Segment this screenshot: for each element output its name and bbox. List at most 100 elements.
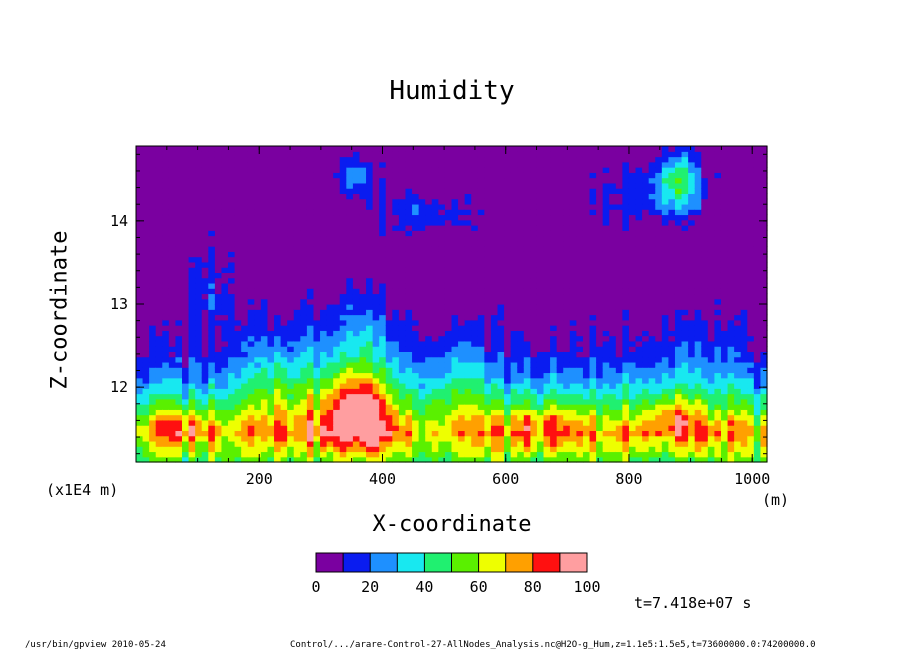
heatmap-cell xyxy=(346,246,354,252)
heatmap-cell xyxy=(326,267,334,273)
heatmap-cell xyxy=(162,377,170,384)
heatmap-cell xyxy=(280,293,288,300)
heatmap-cell xyxy=(168,167,177,173)
heatmap-cell xyxy=(313,304,321,310)
heatmap-cell xyxy=(458,246,466,252)
heatmap-cell xyxy=(359,261,367,268)
heatmap-cell xyxy=(392,409,400,416)
heatmap-cell xyxy=(490,319,499,326)
heatmap-cell xyxy=(155,435,163,442)
heatmap-cell xyxy=(168,314,177,321)
heatmap-cell xyxy=(214,203,223,210)
heatmap-cell xyxy=(287,272,295,279)
heatmap-cell xyxy=(333,319,341,326)
heatmap-cell xyxy=(168,188,177,194)
heatmap-cell xyxy=(458,330,466,337)
heatmap-cell xyxy=(602,188,610,194)
heatmap-cell xyxy=(674,251,683,258)
heatmap-cell xyxy=(596,325,604,331)
heatmap-cell xyxy=(635,446,643,453)
heatmap-cell xyxy=(517,261,525,268)
heatmap-cell xyxy=(648,356,656,363)
heatmap-cell xyxy=(504,430,512,437)
heatmap-cell xyxy=(504,372,512,379)
heatmap-cell xyxy=(464,214,472,221)
heatmap-cell xyxy=(648,446,656,453)
heatmap-cell xyxy=(260,335,269,342)
heatmap-cell xyxy=(228,340,236,347)
heatmap-cell xyxy=(622,446,630,453)
heatmap-cell xyxy=(517,293,525,300)
heatmap-cell xyxy=(530,261,538,268)
heatmap-cell xyxy=(490,256,499,263)
heatmap-cell xyxy=(214,340,223,347)
heatmap-cell xyxy=(188,156,196,163)
heatmap-cell xyxy=(510,404,518,410)
heatmap-cell xyxy=(241,193,249,200)
heatmap-cell xyxy=(563,298,571,305)
heatmap-cell xyxy=(484,167,492,173)
heatmap-cell xyxy=(674,446,683,453)
heatmap-cell xyxy=(228,304,236,310)
heatmap-cell xyxy=(280,277,288,284)
heatmap-cell xyxy=(668,288,676,295)
heatmap-cell xyxy=(379,377,387,384)
heatmap-cell xyxy=(635,367,643,374)
heatmap-cell xyxy=(385,288,393,295)
heatmap-cell xyxy=(352,235,361,242)
heatmap-cell xyxy=(359,346,367,352)
heatmap-cell xyxy=(339,219,347,226)
heatmap-cell xyxy=(576,167,584,173)
heatmap-cell xyxy=(582,304,591,310)
heatmap-cell xyxy=(615,198,623,205)
heatmap-cell xyxy=(622,340,630,347)
heatmap-cell xyxy=(674,430,683,437)
heatmap-cell xyxy=(241,272,249,279)
heatmap-cell xyxy=(333,177,341,184)
heatmap-cell xyxy=(504,383,512,389)
heatmap-cell xyxy=(320,335,328,342)
heatmap-cell xyxy=(674,304,683,310)
heatmap-cell xyxy=(214,272,223,279)
heatmap-cell xyxy=(392,372,400,379)
heatmap-cell xyxy=(582,188,591,194)
heatmap-cell xyxy=(425,430,433,437)
heatmap-cell xyxy=(602,309,610,316)
heatmap-cell xyxy=(155,282,163,289)
heatmap-cell xyxy=(260,198,269,205)
heatmap-cell xyxy=(333,203,341,210)
heatmap-cell xyxy=(201,219,209,226)
heatmap-cell xyxy=(471,388,479,395)
heatmap-cell xyxy=(438,193,446,200)
heatmap-cell xyxy=(543,393,551,400)
heatmap-cell xyxy=(543,335,551,342)
heatmap-cell xyxy=(168,404,177,410)
heatmap-cell xyxy=(352,419,361,426)
heatmap-cell xyxy=(247,203,255,210)
heatmap-cell xyxy=(405,214,413,221)
heatmap-cell xyxy=(510,340,518,347)
heatmap-cell xyxy=(313,356,321,363)
heatmap-cell xyxy=(195,346,203,352)
heatmap-cell xyxy=(668,272,676,279)
heatmap-cell xyxy=(326,367,334,374)
heatmap-cell xyxy=(188,346,196,352)
heatmap-cell xyxy=(523,304,531,310)
heatmap-cell xyxy=(635,209,643,216)
heatmap-cell xyxy=(300,419,308,426)
heatmap-cell xyxy=(168,309,177,316)
heatmap-cell xyxy=(155,372,163,379)
heatmap-cell xyxy=(280,356,288,363)
heatmap-cell xyxy=(260,435,269,442)
heatmap-cell xyxy=(162,225,170,231)
heatmap-cell xyxy=(405,235,413,242)
heatmap-cell xyxy=(293,240,301,247)
heatmap-cell xyxy=(477,240,485,247)
heatmap-cell xyxy=(497,161,505,168)
heatmap-cell xyxy=(155,414,163,421)
heatmap-cell xyxy=(352,219,361,226)
heatmap-cell xyxy=(530,214,538,221)
heatmap-cell xyxy=(622,219,630,226)
heatmap-cell xyxy=(655,282,663,289)
heatmap-cell xyxy=(228,282,236,289)
